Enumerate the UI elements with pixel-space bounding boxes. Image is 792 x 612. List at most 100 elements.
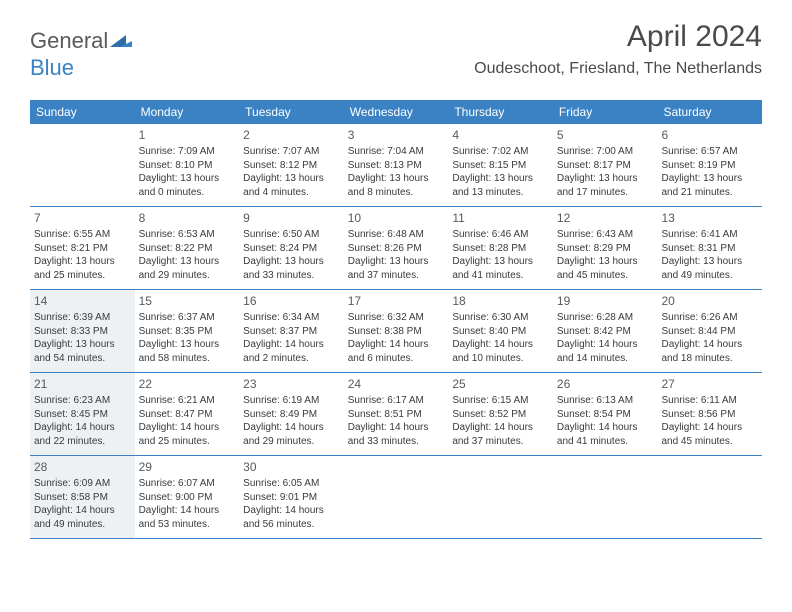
day-cell: 24 Sunrise: 6:17 AMSunset: 8:51 PMDayligh…	[344, 373, 449, 455]
daylight-line1: Daylight: 13 hours	[557, 255, 654, 269]
sunrise-text: Sunrise: 6:26 AM	[661, 311, 758, 325]
day-number: 6	[661, 127, 758, 143]
day-number: 26	[557, 376, 654, 392]
sunset-text: Sunset: 8:26 PM	[348, 242, 445, 256]
day-cell: 15Sunrise: 6:37 AMSunset: 8:35 PMDayligh…	[135, 290, 240, 372]
daylight-line1: Daylight: 13 hours	[139, 172, 236, 186]
sunrise-text: Sunrise: 7:07 AM	[243, 145, 340, 159]
sunrise-text: Sunrise: 6:09 AM	[34, 477, 131, 491]
day-number: 22	[139, 376, 236, 392]
sunset-text: Sunset: 8:40 PM	[452, 325, 549, 339]
day-number: 13	[661, 210, 758, 226]
sunrise-text: Sunrise: 6:46 AM	[452, 228, 549, 242]
sunrise-text: Sunrise: 6:05 AM	[243, 477, 340, 491]
daylight-line1: Daylight: 14 hours	[139, 421, 236, 435]
daylight-line2: and 53 minutes.	[139, 518, 236, 532]
sunrise-text: Sunrise: 6:21 AM	[139, 394, 236, 408]
day-cell: 27Sunrise: 6:11 AMSunset: 8:56 PMDayligh…	[657, 373, 762, 455]
daylight-line1: Daylight: 13 hours	[34, 338, 131, 352]
day-number: 19	[557, 293, 654, 309]
daylight-line1: Daylight: 14 hours	[34, 504, 131, 518]
day-number: 24	[348, 376, 445, 392]
daylight-line2: and 41 minutes.	[452, 269, 549, 283]
sunrise-text: Sunrise: 6:17 AM	[348, 394, 445, 408]
sunset-text: Sunset: 8:37 PM	[243, 325, 340, 339]
week-row: 21Sunrise: 6:23 AMSunset: 8:45 PMDayligh…	[30, 373, 762, 456]
brand-part1: General	[30, 28, 108, 53]
daylight-line2: and 14 minutes.	[557, 352, 654, 366]
daylight-line1: Daylight: 13 hours	[557, 172, 654, 186]
sunrise-text: Sunrise: 7:02 AM	[452, 145, 549, 159]
sunset-text: Sunset: 8:19 PM	[661, 159, 758, 173]
day-cell	[344, 456, 449, 538]
day-number: 29	[139, 459, 236, 475]
day-cell: 29Sunrise: 6:07 AMSunset: 9:00 PMDayligh…	[135, 456, 240, 538]
daylight-line1: Daylight: 14 hours	[348, 421, 445, 435]
daylight-line2: and 17 minutes.	[557, 186, 654, 200]
daylight-line2: and 37 minutes.	[452, 435, 549, 449]
day-cell: 2Sunrise: 7:07 AMSunset: 8:12 PMDaylight…	[239, 124, 344, 206]
daylight-line1: Daylight: 14 hours	[348, 338, 445, 352]
sunset-text: Sunset: 8:52 PM	[452, 408, 549, 422]
day-number: 1	[139, 127, 236, 143]
sunrise-text: Sunrise: 6:32 AM	[348, 311, 445, 325]
daylight-line1: Daylight: 14 hours	[139, 504, 236, 518]
sunrise-text: Sunrise: 7:00 AM	[557, 145, 654, 159]
daylight-line1: Daylight: 13 hours	[661, 255, 758, 269]
daylight-line2: and 29 minutes.	[243, 435, 340, 449]
day-cell: 3Sunrise: 7:04 AMSunset: 8:13 PMDaylight…	[344, 124, 449, 206]
day-cell	[448, 456, 553, 538]
sunrise-text: Sunrise: 6:23 AM	[34, 394, 131, 408]
sunrise-text: Sunrise: 6:43 AM	[557, 228, 654, 242]
sunset-text: Sunset: 8:58 PM	[34, 491, 131, 505]
sunset-text: Sunset: 8:47 PM	[139, 408, 236, 422]
day-number: 23	[243, 376, 340, 392]
sunset-text: Sunset: 8:49 PM	[243, 408, 340, 422]
week-row: 14Sunrise: 6:39 AMSunset: 8:33 PMDayligh…	[30, 290, 762, 373]
weekday-header: Friday	[553, 100, 658, 124]
weekday-header: Wednesday	[344, 100, 449, 124]
daylight-line2: and 49 minutes.	[661, 269, 758, 283]
day-cell: 23Sunrise: 6:19 AMSunset: 8:49 PMDayligh…	[239, 373, 344, 455]
sunset-text: Sunset: 8:51 PM	[348, 408, 445, 422]
sunrise-text: Sunrise: 6:53 AM	[139, 228, 236, 242]
weekday-header: Monday	[135, 100, 240, 124]
sunrise-text: Sunrise: 6:57 AM	[661, 145, 758, 159]
daylight-line2: and 2 minutes.	[243, 352, 340, 366]
day-cell: 5Sunrise: 7:00 AMSunset: 8:17 PMDaylight…	[553, 124, 658, 206]
sunset-text: Sunset: 8:42 PM	[557, 325, 654, 339]
daylight-line1: Daylight: 14 hours	[452, 338, 549, 352]
day-cell: 26Sunrise: 6:13 AMSunset: 8:54 PMDayligh…	[553, 373, 658, 455]
sunrise-text: Sunrise: 6:07 AM	[139, 477, 236, 491]
calendar-grid: SundayMondayTuesdayWednesdayThursdayFrid…	[30, 100, 762, 539]
daylight-line2: and 49 minutes.	[34, 518, 131, 532]
sunset-text: Sunset: 8:28 PM	[452, 242, 549, 256]
sunset-text: Sunset: 8:54 PM	[557, 408, 654, 422]
title-block: April 2024 Oudeschoot, Friesland, The Ne…	[474, 20, 762, 78]
daylight-line2: and 0 minutes.	[139, 186, 236, 200]
sunrise-text: Sunrise: 6:48 AM	[348, 228, 445, 242]
daylight-line2: and 33 minutes.	[243, 269, 340, 283]
daylight-line1: Daylight: 14 hours	[243, 338, 340, 352]
daylight-line2: and 21 minutes.	[661, 186, 758, 200]
daylight-line1: Daylight: 13 hours	[139, 338, 236, 352]
weekday-header: Tuesday	[239, 100, 344, 124]
day-cell: 4Sunrise: 7:02 AMSunset: 8:15 PMDaylight…	[448, 124, 553, 206]
sunrise-text: Sunrise: 6:15 AM	[452, 394, 549, 408]
sunset-text: Sunset: 8:15 PM	[452, 159, 549, 173]
day-cell: 1Sunrise: 7:09 AMSunset: 8:10 PMDaylight…	[135, 124, 240, 206]
day-number: 12	[557, 210, 654, 226]
sunset-text: Sunset: 8:56 PM	[661, 408, 758, 422]
daylight-line1: Daylight: 14 hours	[34, 421, 131, 435]
sunset-text: Sunset: 8:44 PM	[661, 325, 758, 339]
day-cell: 9Sunrise: 6:50 AMSunset: 8:24 PMDaylight…	[239, 207, 344, 289]
day-cell: 28Sunrise: 6:09 AMSunset: 8:58 PMDayligh…	[30, 456, 135, 538]
logo-icon	[110, 29, 132, 55]
sunset-text: Sunset: 8:21 PM	[34, 242, 131, 256]
daylight-line2: and 45 minutes.	[661, 435, 758, 449]
daylight-line1: Daylight: 14 hours	[661, 421, 758, 435]
daylight-line2: and 13 minutes.	[452, 186, 549, 200]
daylight-line2: and 25 minutes.	[34, 269, 131, 283]
day-cell	[553, 456, 658, 538]
daylight-line1: Daylight: 13 hours	[243, 255, 340, 269]
